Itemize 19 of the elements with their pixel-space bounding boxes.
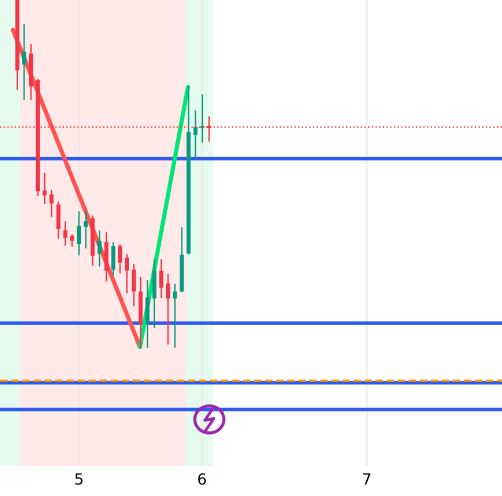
candlestick — [172, 284, 177, 348]
candlestick — [84, 211, 88, 248]
candlestick — [118, 244, 122, 274]
x-tick-label: 5 — [75, 473, 82, 485]
candlestick — [132, 264, 136, 306]
candlestick — [42, 172, 47, 204]
candlestick — [159, 259, 164, 298]
candlestick — [63, 221, 68, 246]
x-tick-label: 6 — [198, 473, 206, 485]
candlestick — [166, 274, 170, 345]
candlestick — [193, 110, 198, 158]
x-tick-label: 7 — [363, 473, 370, 485]
candlestick — [70, 234, 74, 247]
candlestick — [97, 230, 102, 267]
candlestick — [111, 242, 116, 276]
candlestick — [22, 24, 26, 100]
candlestick — [124, 254, 129, 294]
candlestick — [76, 211, 81, 256]
candlestick — [50, 190, 54, 217]
